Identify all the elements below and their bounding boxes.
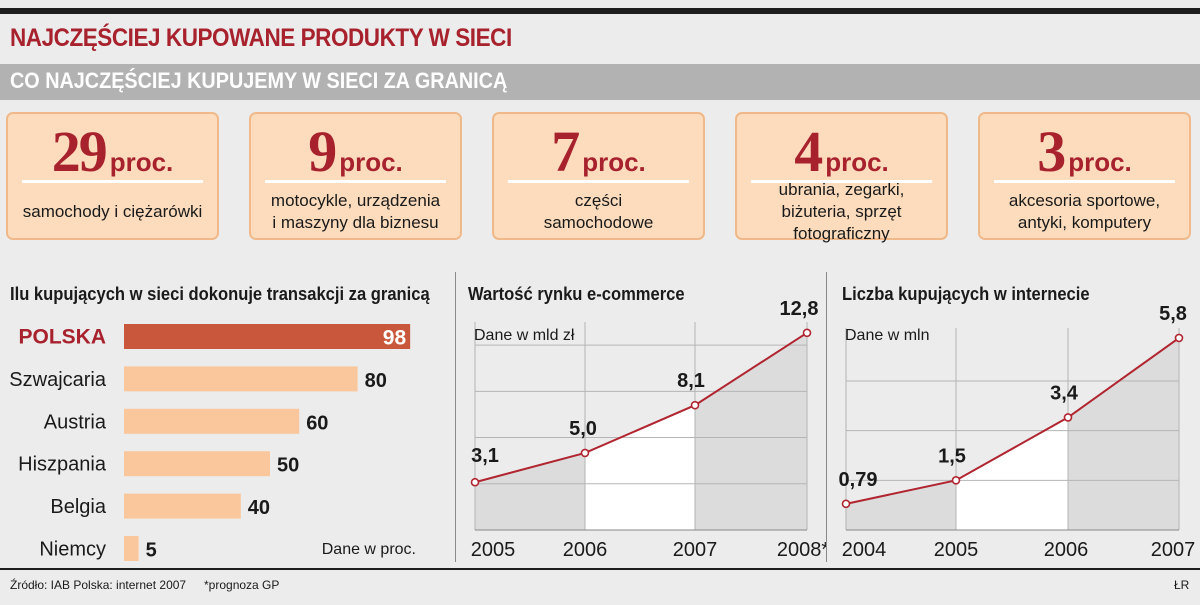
x-tick-label: 2004 [842,539,887,561]
stat-description: motocykle, urządzenia i maszyny dla bizn… [270,191,441,232]
data-value-label: 0,79 [839,469,878,491]
bar-category-label: Hiszpania [18,454,107,476]
bottom-rule [0,568,1200,570]
data-point [470,477,480,487]
bar-szwajcaria [124,366,358,392]
x-tick-label: 2007 [1151,539,1196,561]
bar-category-label: POLSKA [18,326,106,349]
stat-value: 3 [1037,119,1066,184]
buyers-area-chart: 0,79 1,5 3,4 5,8 2004 2005 2006 2007 Dane w mln [839,303,1196,561]
data-line [474,331,808,484]
data-value-label: 3,1 [471,445,499,467]
stat-description: akcesoria sportowe, antyki, komputery [1008,191,1161,232]
data-value-label: 8,1 [677,370,705,392]
data-point [580,448,590,458]
card-divider [994,180,1175,183]
stat-description: ubrania, zegarki, biżuteria, sprzęt foto… [778,180,905,243]
stat-unit: proc. [582,147,646,177]
bar-category-label: Niemcy [39,539,106,561]
data-value-label: 5,8 [1159,303,1187,325]
x-tick-label: 2007 [673,539,718,561]
stat-card: 7 proc. części samochodowe [492,112,705,240]
bar-value-label: 50 [277,455,299,477]
data-point [802,328,812,338]
page-title: NAJCZĘŚCIEJ KUPOWANE PRODUKTY W SIECI [10,24,512,52]
bar-unit-label: Dane w proc. [322,541,416,558]
bar-value-label: 60 [306,412,328,434]
area-fill-segment [475,452,585,530]
data-line [845,337,1180,505]
stat-value: 9 [308,119,337,184]
stat-description: części samochodowe [543,191,654,232]
bar-belgia [124,493,241,519]
section-subtitle: CO NAJCZĘŚCIEJ KUPUJEMY W SIECI ZA GRANI… [10,68,508,93]
x-tick-label: 2005 [471,539,516,561]
stat-unit: proc. [1068,147,1132,177]
stat-value: 4 [794,119,823,184]
chart-unit-label: Dane w mln [845,327,929,344]
bar-value-label: 98 [383,327,407,350]
data-point [951,476,961,485]
ecommerce-chart-title: Wartość rynku e-commerce [468,284,685,304]
stat-value: 29 [51,119,108,184]
card-divider [508,180,689,183]
bar-polska [124,324,411,349]
forecast-note: *prognoza GP [204,578,280,592]
panel-divider [455,272,456,562]
stat-value: 7 [551,119,580,184]
data-value-label: 3,4 [1050,382,1079,404]
stat-unit: proc. [339,147,403,177]
stat-card: 9 proc. motocykle, urządzenia i maszyny d… [249,112,462,240]
data-value-label: 5,0 [569,418,597,440]
bar-category-label: Belgia [50,496,106,518]
area-fill-segment [846,480,956,530]
panel-divider [826,272,827,562]
bar-category-label: Szwajcaria [9,369,107,391]
card-divider [22,180,203,183]
subtitle-bar [0,64,1200,100]
x-tick-label: 2008* [777,539,826,561]
bar-value-label: 80 [365,370,387,392]
bar-niemcy [124,536,139,561]
area-above-line [1068,328,1179,418]
buyers-chart-title: Liczba kupujących w internecie [842,284,1090,304]
source-note: Źródło: IAB Polska: internet 2007 [10,578,187,592]
bar-value-label: 40 [248,497,270,519]
data-point [1063,413,1073,422]
data-value-label: 12,8 [780,300,819,320]
x-tick-label: 2006 [1044,539,1089,561]
chart-unit-label: Dane w mld zł [474,327,575,344]
stat-card: 29 proc. samochody i ciężarówki [6,112,219,240]
data-point [1174,333,1184,343]
card-divider [265,180,446,183]
author-credit: ŁR [1174,578,1190,592]
x-tick-label: 2006 [563,539,608,561]
bar-chart-title: Ilu kupujących w sieci dokonuje transakc… [10,284,430,304]
stat-card: 4 proc. ubrania, zegarki, biżuteria, sprz… [735,112,948,243]
area-above-line [846,328,1068,504]
stat-description: samochody i ciężarówki [22,202,203,221]
top-rule [0,8,1200,14]
stat-card: 3 proc. akcesoria sportowe, antyki, kompu… [978,112,1191,240]
bar-austria [124,408,300,434]
stat-unit: proc. [109,147,174,177]
data-point [690,400,700,410]
card-divider [751,180,932,183]
x-tick-label: 2005 [934,539,979,561]
area-above-line [695,322,807,406]
data-point [841,499,851,509]
bar-category-label: Austria [44,411,107,433]
bar-chart: POLSKA 98 Szwajcaria 80 Austria 60 Hiszpania 50… [9,324,416,562]
stat-unit: proc. [825,147,889,177]
bar-value-label: 5 [146,540,157,562]
data-value-label: 1,5 [938,445,966,467]
ecommerce-area-chart: 3,1 5,0 8,1 12,8 2005 2006 2007 2008* Dane w mld… [470,300,826,561]
bar-hiszpania [124,451,270,477]
